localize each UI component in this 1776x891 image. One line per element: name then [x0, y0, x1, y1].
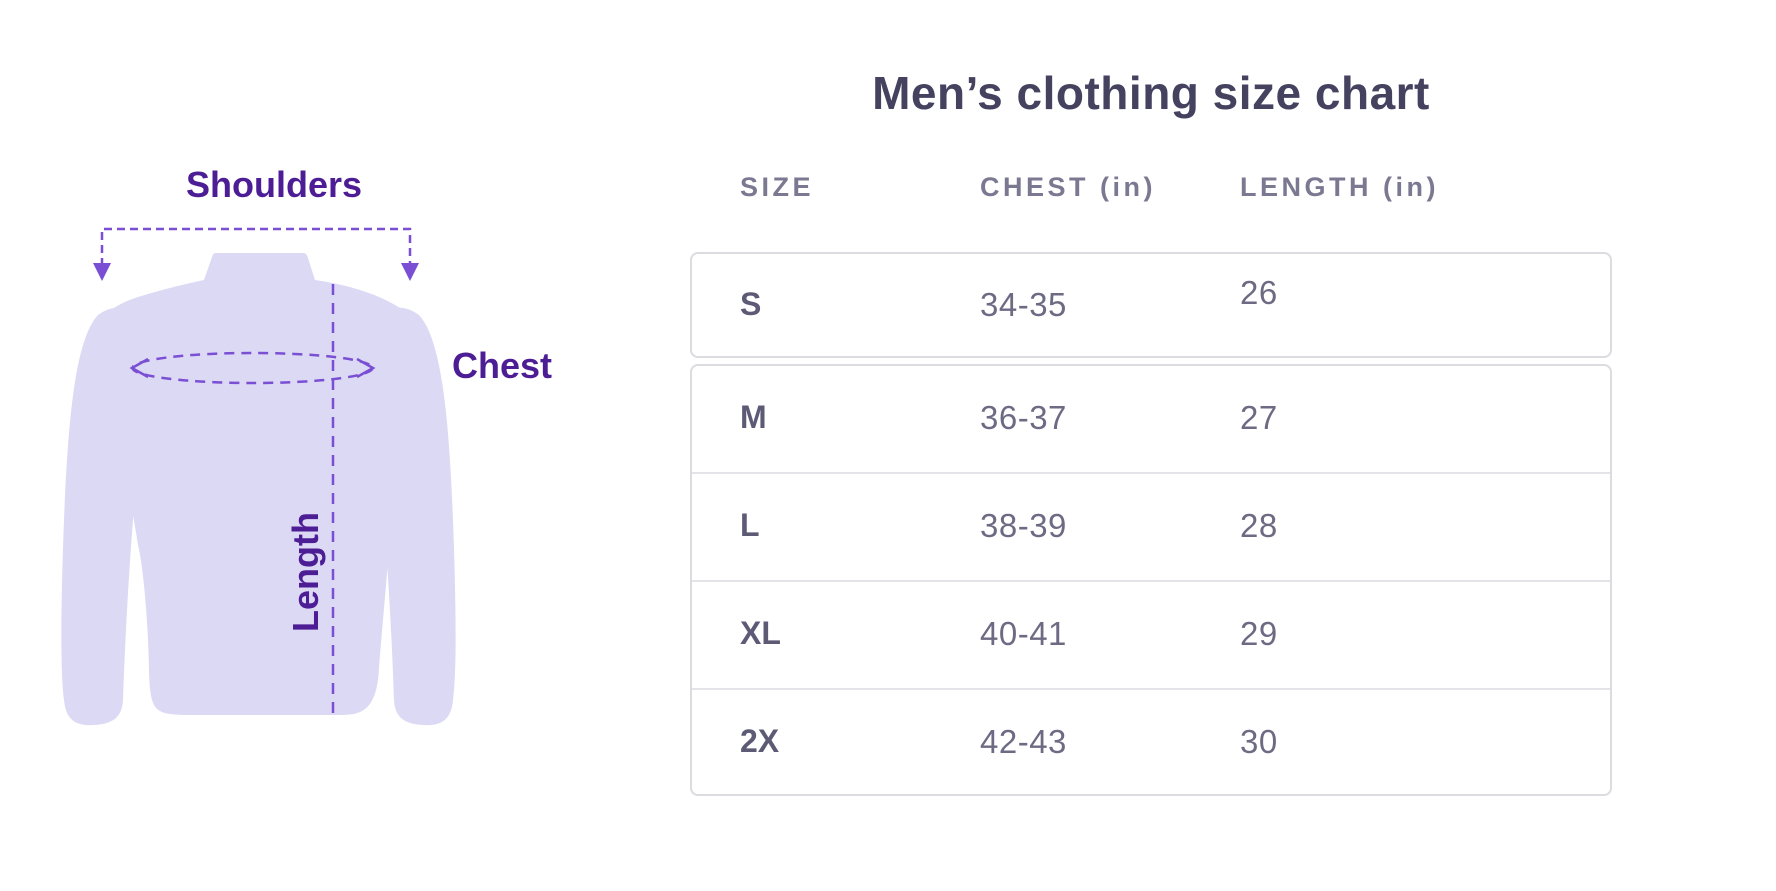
- chest-cell: 36-37: [980, 399, 1067, 436]
- page-title: Men’s clothing size chart: [872, 67, 1430, 119]
- shoulders-label: Shoulders: [186, 164, 363, 205]
- size-cell: M: [740, 399, 767, 435]
- length-cell: 27: [1240, 399, 1278, 436]
- chest-cell: 42-43: [980, 723, 1067, 760]
- shirt-right-sleeve: [370, 307, 456, 726]
- table-box-size-s: [690, 252, 1612, 358]
- shirt-back-illustration: [61, 227, 456, 726]
- chest-arrowhead-left: [129, 357, 149, 379]
- row-divider: [692, 580, 1610, 582]
- length-cell: 30: [1240, 723, 1278, 760]
- row-divider: [692, 688, 1610, 690]
- chest-cell: 38-39: [980, 507, 1067, 544]
- shoulders-measure-line: [100, 227, 412, 266]
- size-cell: S: [740, 286, 762, 322]
- size-cell: XL: [740, 615, 781, 651]
- shirt-torso: [98, 253, 419, 715]
- chest-cell: 40-41: [980, 615, 1067, 652]
- size-cell: 2X: [740, 723, 780, 759]
- column-header-length: LENGTH (in): [1240, 172, 1439, 202]
- length-cell: 26: [1240, 274, 1278, 311]
- length-cell: 28: [1240, 507, 1278, 544]
- size-cell: L: [740, 507, 760, 543]
- row-divider: [692, 472, 1610, 474]
- chest-arrowhead-right: [356, 357, 376, 379]
- shoulders-arrowhead-right: [401, 263, 419, 281]
- column-header-chest: CHEST (in): [980, 172, 1156, 202]
- chest-cell: 34-35: [980, 286, 1067, 323]
- shoulders-arrowhead-left: [93, 263, 111, 281]
- table-box-sizes-m-to-2x: [690, 364, 1612, 796]
- chest-label: Chest: [452, 345, 553, 386]
- length-cell: 29: [1240, 615, 1278, 652]
- column-header-size: SIZE: [740, 172, 815, 202]
- length-label: Length: [285, 512, 326, 632]
- shirt-left-sleeve: [61, 307, 147, 726]
